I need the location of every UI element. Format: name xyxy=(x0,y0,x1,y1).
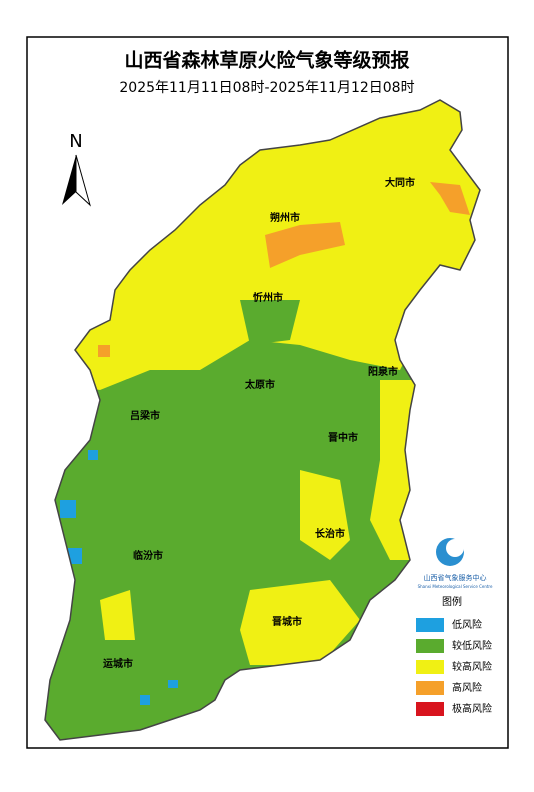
low-risk-area xyxy=(240,300,300,345)
blue-area xyxy=(60,500,76,518)
legend-label: 低风险 xyxy=(452,618,482,631)
logo: 山西省气象服务中心 Shanxi Meteorological Service … xyxy=(418,538,493,589)
high-risk-area xyxy=(100,590,135,640)
legend-label: 较低风险 xyxy=(452,639,492,652)
city-label: 临汾市 xyxy=(133,549,163,562)
blue-area xyxy=(68,548,82,564)
logo-name: 山西省气象服务中心 xyxy=(424,573,487,582)
city-label: 晋城市 xyxy=(272,615,302,628)
subtitle: 2025年11月11日08时-2025年11月12日08时 xyxy=(119,80,414,96)
elevated-area xyxy=(430,182,470,215)
north-label: N xyxy=(69,131,82,152)
arrow-right xyxy=(75,154,91,207)
blue-area xyxy=(140,695,150,705)
high-risk-area xyxy=(240,580,360,665)
elevated-area xyxy=(98,345,110,357)
city-label: 运城市 xyxy=(103,657,133,670)
logo-mark xyxy=(446,539,464,557)
city-label: 朔州市 xyxy=(270,211,300,224)
legend-label: 较高风险 xyxy=(452,660,492,673)
high-risk-area xyxy=(300,470,350,560)
legend-swatch xyxy=(416,639,444,653)
north-arrow: N xyxy=(62,131,91,207)
city-label: 晋中市 xyxy=(328,431,358,444)
elevated-area xyxy=(265,222,345,268)
legend-label: 极高风险 xyxy=(452,702,492,715)
legend-label: 高风险 xyxy=(452,681,482,694)
city-label: 吕梁市 xyxy=(130,409,160,422)
legend-swatch xyxy=(416,681,444,695)
legend-swatch xyxy=(416,660,444,674)
blue-area xyxy=(88,450,98,460)
blue-area xyxy=(168,680,178,688)
arrow-left xyxy=(62,155,76,205)
city-label: 阳泉市 xyxy=(368,365,398,378)
frame xyxy=(26,36,509,749)
legend-swatch xyxy=(416,702,444,716)
city-label: 忻州市 xyxy=(253,291,283,304)
logo-english: Shanxi Meteorological Service Centre xyxy=(418,584,493,589)
city-label: 长治市 xyxy=(315,527,345,540)
city-label: 太原市 xyxy=(244,378,275,391)
title: 山西省森林草原火险气象等级预报 xyxy=(124,49,409,72)
legend-title: 图例 xyxy=(442,595,462,608)
legend-swatch xyxy=(416,618,444,632)
city-label: 大同市 xyxy=(385,176,415,189)
